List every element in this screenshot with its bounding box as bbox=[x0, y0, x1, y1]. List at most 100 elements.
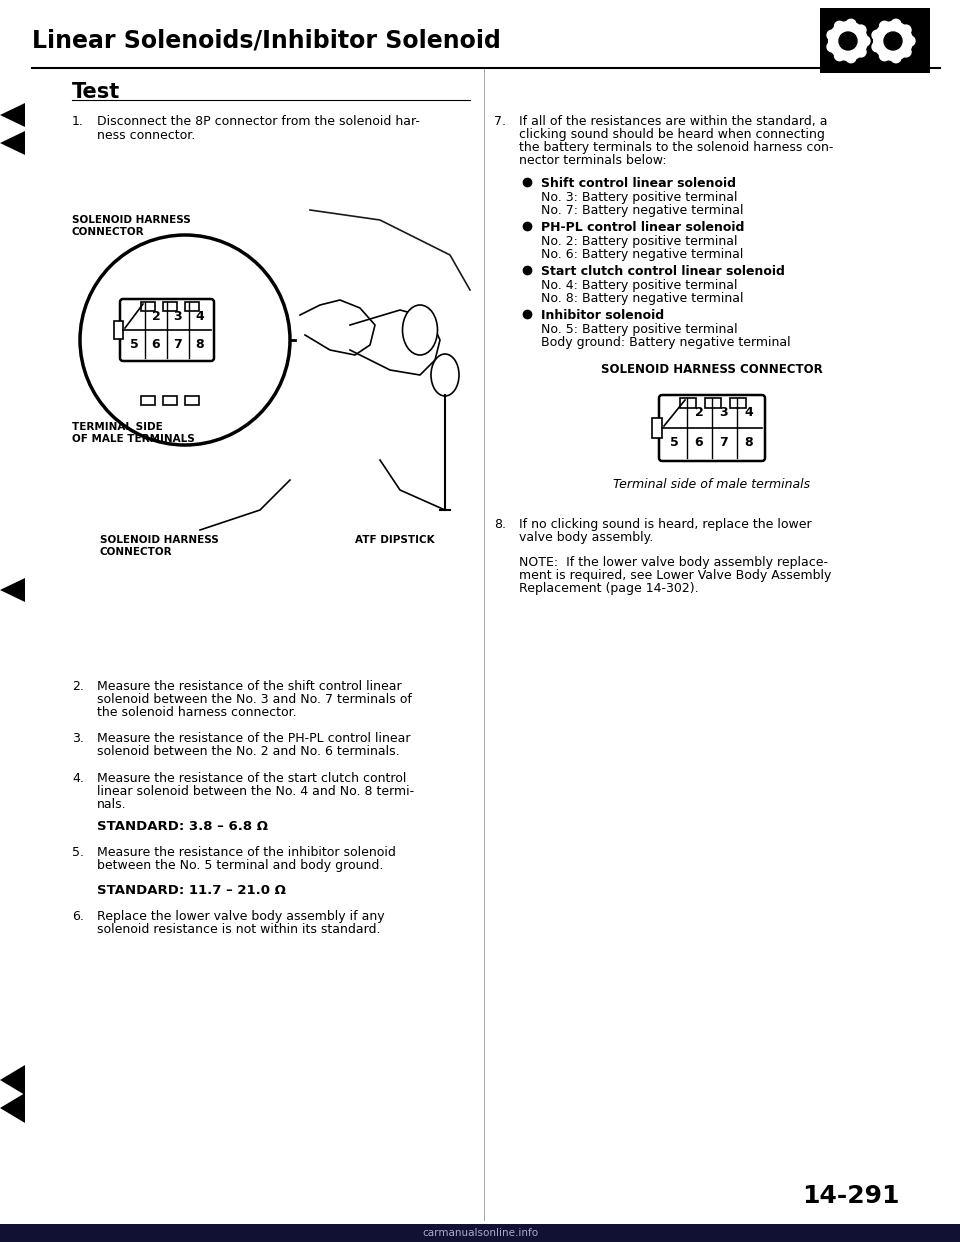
Circle shape bbox=[846, 20, 856, 30]
Bar bbox=[730, 397, 746, 409]
Text: Measure the resistance of the start clutch control: Measure the resistance of the start clut… bbox=[97, 773, 406, 785]
Circle shape bbox=[879, 21, 890, 31]
Bar bbox=[114, 320, 123, 339]
Text: NOTE:  If the lower valve body assembly replace-: NOTE: If the lower valve body assembly r… bbox=[519, 556, 828, 569]
Text: Linear Solenoids/Inhibitor Solenoid: Linear Solenoids/Inhibitor Solenoid bbox=[32, 29, 501, 52]
Text: 6: 6 bbox=[695, 436, 704, 450]
Text: STANDARD: 11.7 – 21.0 Ω: STANDARD: 11.7 – 21.0 Ω bbox=[97, 884, 286, 897]
Text: SOLENOID HARNESS CONNECTOR: SOLENOID HARNESS CONNECTOR bbox=[601, 363, 823, 376]
Text: 4.: 4. bbox=[72, 773, 84, 785]
Circle shape bbox=[884, 32, 902, 50]
Ellipse shape bbox=[431, 354, 459, 396]
Circle shape bbox=[872, 42, 882, 52]
Text: Terminal side of male terminals: Terminal side of male terminals bbox=[613, 478, 810, 491]
Text: CONNECTOR: CONNECTOR bbox=[72, 227, 145, 237]
Text: 5.: 5. bbox=[72, 846, 84, 859]
Text: 5: 5 bbox=[670, 436, 679, 450]
Circle shape bbox=[827, 42, 837, 52]
Text: 2: 2 bbox=[152, 309, 160, 323]
Text: CONNECTOR: CONNECTOR bbox=[100, 546, 173, 556]
Circle shape bbox=[873, 21, 913, 61]
Text: If all of the resistances are within the standard, a: If all of the resistances are within the… bbox=[519, 116, 828, 128]
Bar bbox=[163, 396, 177, 405]
Text: 3: 3 bbox=[174, 309, 182, 323]
Text: 7: 7 bbox=[174, 338, 182, 350]
Text: 2.: 2. bbox=[72, 681, 84, 693]
Bar bbox=[141, 302, 155, 310]
Text: No. 8: Battery negative terminal: No. 8: Battery negative terminal bbox=[541, 292, 743, 306]
Text: No. 7: Battery negative terminal: No. 7: Battery negative terminal bbox=[541, 204, 743, 217]
Circle shape bbox=[827, 30, 837, 40]
Text: 3: 3 bbox=[720, 406, 729, 420]
Text: Shift control linear solenoid: Shift control linear solenoid bbox=[541, 178, 736, 190]
Circle shape bbox=[839, 32, 857, 50]
Text: STANDARD: 3.8 – 6.8 Ω: STANDARD: 3.8 – 6.8 Ω bbox=[97, 820, 268, 833]
Text: 8.: 8. bbox=[494, 518, 506, 532]
Text: carmanualsonline.info: carmanualsonline.info bbox=[422, 1228, 538, 1238]
Bar bbox=[652, 419, 662, 438]
Bar bbox=[141, 396, 155, 405]
Text: valve body assembly.: valve body assembly. bbox=[519, 532, 653, 544]
Text: No. 2: Battery positive terminal: No. 2: Battery positive terminal bbox=[541, 235, 737, 248]
Circle shape bbox=[834, 51, 845, 61]
Text: linear solenoid between the No. 4 and No. 8 termi-: linear solenoid between the No. 4 and No… bbox=[97, 785, 414, 799]
Text: Inhibitor solenoid: Inhibitor solenoid bbox=[541, 309, 664, 322]
Text: Replace the lower valve body assembly if any: Replace the lower valve body assembly if… bbox=[97, 910, 385, 923]
Circle shape bbox=[846, 52, 856, 63]
Text: nector terminals below:: nector terminals below: bbox=[519, 154, 666, 166]
Circle shape bbox=[872, 30, 882, 40]
Circle shape bbox=[860, 36, 870, 46]
Text: ment is required, see Lower Valve Body Assembly: ment is required, see Lower Valve Body A… bbox=[519, 569, 831, 582]
Text: 14-291: 14-291 bbox=[803, 1184, 900, 1208]
Text: Test: Test bbox=[72, 82, 120, 102]
Text: Replacement (page 14-302).: Replacement (page 14-302). bbox=[519, 582, 699, 595]
Text: 1.: 1. bbox=[72, 116, 84, 128]
Text: Body ground: Battery negative terminal: Body ground: Battery negative terminal bbox=[541, 337, 791, 349]
Text: Disconnect the 8P connector from the solenoid har-: Disconnect the 8P connector from the sol… bbox=[97, 116, 420, 128]
Text: solenoid between the No. 3 and No. 7 terminals of: solenoid between the No. 3 and No. 7 ter… bbox=[97, 693, 412, 705]
Circle shape bbox=[80, 235, 290, 445]
Text: Measure the resistance of the PH-PL control linear: Measure the resistance of the PH-PL cont… bbox=[97, 732, 411, 745]
Bar bbox=[0, 1225, 960, 1242]
Text: Measure the resistance of the shift control linear: Measure the resistance of the shift cont… bbox=[97, 681, 401, 693]
Bar bbox=[163, 302, 177, 310]
Text: 2: 2 bbox=[695, 406, 704, 420]
Text: No. 6: Battery negative terminal: No. 6: Battery negative terminal bbox=[541, 248, 743, 261]
Text: 6: 6 bbox=[152, 338, 160, 350]
FancyBboxPatch shape bbox=[120, 299, 214, 361]
Polygon shape bbox=[0, 130, 25, 155]
Text: If no clicking sound is heard, replace the lower: If no clicking sound is heard, replace t… bbox=[519, 518, 811, 532]
Text: 7: 7 bbox=[720, 436, 729, 450]
Bar bbox=[185, 396, 199, 405]
Text: PH-PL control linear solenoid: PH-PL control linear solenoid bbox=[541, 221, 744, 233]
Text: ATF DIPSTICK: ATF DIPSTICK bbox=[355, 535, 435, 545]
Text: Start clutch control linear solenoid: Start clutch control linear solenoid bbox=[541, 265, 785, 278]
Circle shape bbox=[891, 52, 900, 63]
Circle shape bbox=[905, 36, 915, 46]
Polygon shape bbox=[0, 578, 25, 602]
Text: solenoid resistance is not within its standard.: solenoid resistance is not within its st… bbox=[97, 923, 380, 936]
Text: 6.: 6. bbox=[72, 910, 84, 923]
Text: the battery terminals to the solenoid harness con-: the battery terminals to the solenoid ha… bbox=[519, 142, 833, 154]
Text: SOLENOID HARNESS: SOLENOID HARNESS bbox=[100, 535, 219, 545]
Text: the solenoid harness connector.: the solenoid harness connector. bbox=[97, 705, 297, 719]
Text: No. 3: Battery positive terminal: No. 3: Battery positive terminal bbox=[541, 191, 737, 204]
Text: 8: 8 bbox=[745, 436, 754, 450]
Polygon shape bbox=[0, 1093, 25, 1123]
Text: 4: 4 bbox=[745, 406, 754, 420]
Circle shape bbox=[901, 47, 911, 57]
Text: ness connector.: ness connector. bbox=[97, 129, 195, 142]
Text: TERMINAL SIDE: TERMINAL SIDE bbox=[72, 422, 163, 432]
Text: clicking sound should be heard when connecting: clicking sound should be heard when conn… bbox=[519, 128, 825, 142]
FancyBboxPatch shape bbox=[659, 395, 765, 461]
Circle shape bbox=[891, 20, 900, 30]
Text: OF MALE TERMINALS: OF MALE TERMINALS bbox=[72, 433, 195, 443]
Polygon shape bbox=[0, 103, 25, 127]
Text: 7.: 7. bbox=[494, 116, 506, 128]
Bar bbox=[820, 7, 930, 73]
Text: 5: 5 bbox=[130, 338, 138, 350]
Text: 8: 8 bbox=[196, 338, 204, 350]
Circle shape bbox=[901, 25, 911, 35]
Text: SOLENOID HARNESS: SOLENOID HARNESS bbox=[72, 215, 191, 225]
Text: nals.: nals. bbox=[97, 799, 127, 811]
